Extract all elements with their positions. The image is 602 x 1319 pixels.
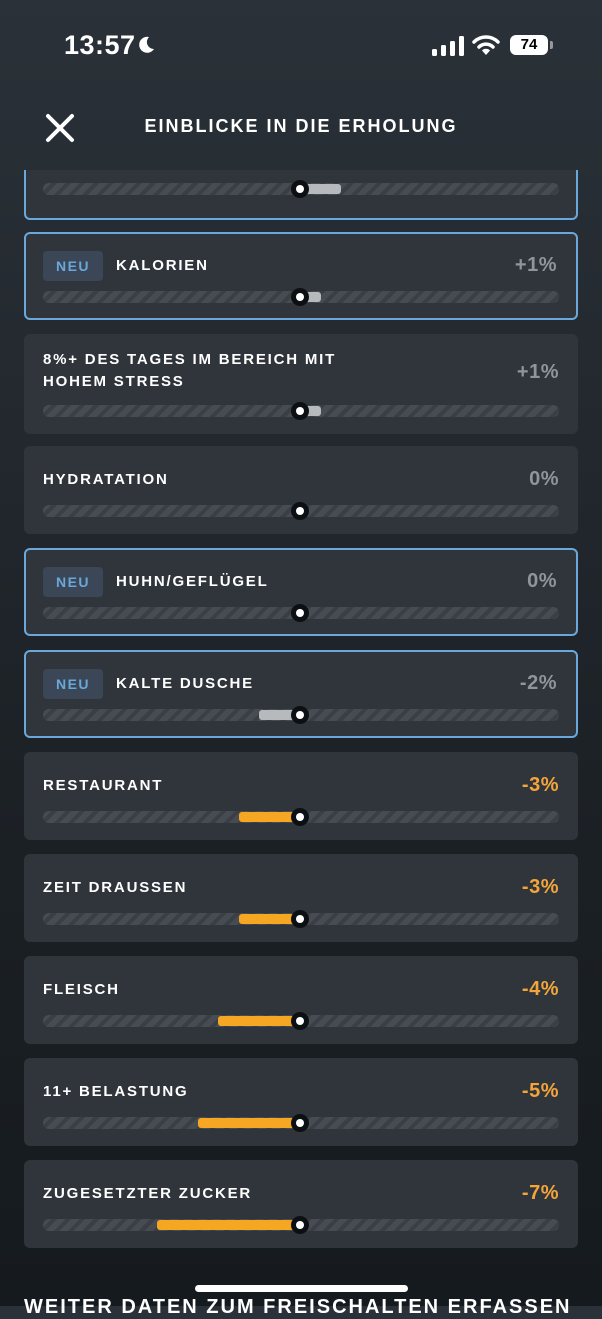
close-button[interactable] — [40, 108, 80, 148]
insight-card[interactable]: NEU KALORIEN +1% — [24, 232, 578, 320]
insight-value: +1% — [514, 254, 557, 276]
insight-label: ZEIT DRAUSSEN — [43, 879, 188, 896]
impact-knob — [291, 180, 309, 198]
insight-value: -7% — [521, 1182, 559, 1204]
insight-label: 11+ BELASTUNG — [43, 1083, 189, 1100]
insight-label: HUHN/GEFLÜGEL — [116, 573, 269, 590]
insight-card[interactable]: HYDRATATION 0% — [24, 446, 578, 534]
insight-card[interactable]: ZUGESETZTER ZUCKER -7% — [24, 1160, 578, 1248]
new-badge: NEU — [43, 251, 103, 281]
impact-knob — [291, 1114, 309, 1132]
impact-bar — [300, 406, 321, 416]
insight-label: KALORIEN — [116, 257, 209, 274]
impact-track — [43, 180, 559, 198]
moon-icon — [139, 36, 154, 53]
insight-card[interactable]: 8%+ DES TAGES IM BEREICH MIT HOHEM STRES… — [24, 334, 578, 434]
impact-bar — [156, 1220, 300, 1230]
insight-value: 0% — [529, 468, 559, 490]
insight-card[interactable]: 11+ BELASTUNG -5% — [24, 1058, 578, 1146]
insight-card[interactable]: ZEIT DRAUSSEN -3% — [24, 854, 578, 942]
home-indicator[interactable] — [195, 1285, 408, 1292]
impact-knob — [291, 910, 309, 928]
impact-bar — [197, 1118, 300, 1128]
impact-knob — [291, 706, 309, 724]
impact-knob — [291, 288, 309, 306]
impact-track — [43, 1114, 559, 1132]
insight-label: KALTE DUSCHE — [116, 675, 254, 692]
impact-bar — [238, 812, 300, 822]
insight-value: -4% — [521, 978, 559, 1000]
battery-level: 74 — [520, 36, 538, 53]
impact-track — [43, 1216, 559, 1234]
impact-bar — [238, 914, 300, 924]
impact-knob — [291, 1216, 309, 1234]
insight-card-partial[interactable] — [24, 170, 578, 220]
status-bar: 13:57 74 — [0, 0, 602, 90]
page-title: EINBLICKE IN DIE ERHOLUNG — [144, 116, 458, 136]
impact-track — [43, 604, 559, 622]
insight-card[interactable]: NEU KALTE DUSCHE -2% — [24, 650, 578, 738]
signal-icon — [432, 36, 464, 56]
status-time: 13:57 — [64, 30, 136, 60]
insight-value: +1% — [516, 361, 559, 383]
insight-label: ZUGESETZTER ZUCKER — [43, 1185, 253, 1202]
insight-label: HYDRATATION — [43, 471, 169, 488]
battery-icon: 74 — [510, 35, 548, 55]
impact-track — [43, 288, 559, 306]
impact-track — [43, 502, 559, 520]
insight-label: FLEISCH — [43, 981, 120, 998]
impact-knob — [291, 808, 309, 826]
insight-value: -3% — [521, 774, 559, 796]
insight-value: -3% — [521, 876, 559, 898]
new-badge: NEU — [43, 567, 103, 597]
battery-cap — [550, 41, 553, 49]
impact-knob — [291, 1012, 309, 1030]
impact-bar — [218, 1016, 300, 1026]
impact-knob — [291, 402, 309, 420]
impact-track — [43, 402, 559, 420]
insight-value: 0% — [527, 570, 557, 592]
insight-label: RESTAURANT — [43, 777, 164, 794]
insight-card[interactable]: FLEISCH -4% — [24, 956, 578, 1044]
impact-knob — [291, 604, 309, 622]
impact-knob — [291, 502, 309, 520]
insight-value: -2% — [519, 672, 557, 694]
impact-track — [43, 910, 559, 928]
impact-track — [43, 808, 559, 826]
impact-track — [43, 706, 559, 724]
impact-bar — [300, 184, 341, 194]
insight-card[interactable]: NEU HUHN/GEFLÜGEL 0% — [24, 548, 578, 636]
insight-value: -5% — [521, 1080, 559, 1102]
impact-bar — [259, 710, 300, 720]
insight-label: 8%+ DES TAGES IM BEREICH MIT HOHEM STRES… — [43, 351, 337, 390]
header: EINBLICKE IN DIE ERHOLUNG — [0, 96, 602, 160]
new-badge: NEU — [43, 669, 103, 699]
insight-card[interactable]: RESTAURANT -3% — [24, 752, 578, 840]
impact-bar — [300, 292, 321, 302]
wifi-icon — [472, 35, 500, 55]
impact-track — [43, 1012, 559, 1030]
footer-text: WEITER DATEN ZUM FREISCHALTEN ERFASSEN — [24, 1296, 572, 1318]
